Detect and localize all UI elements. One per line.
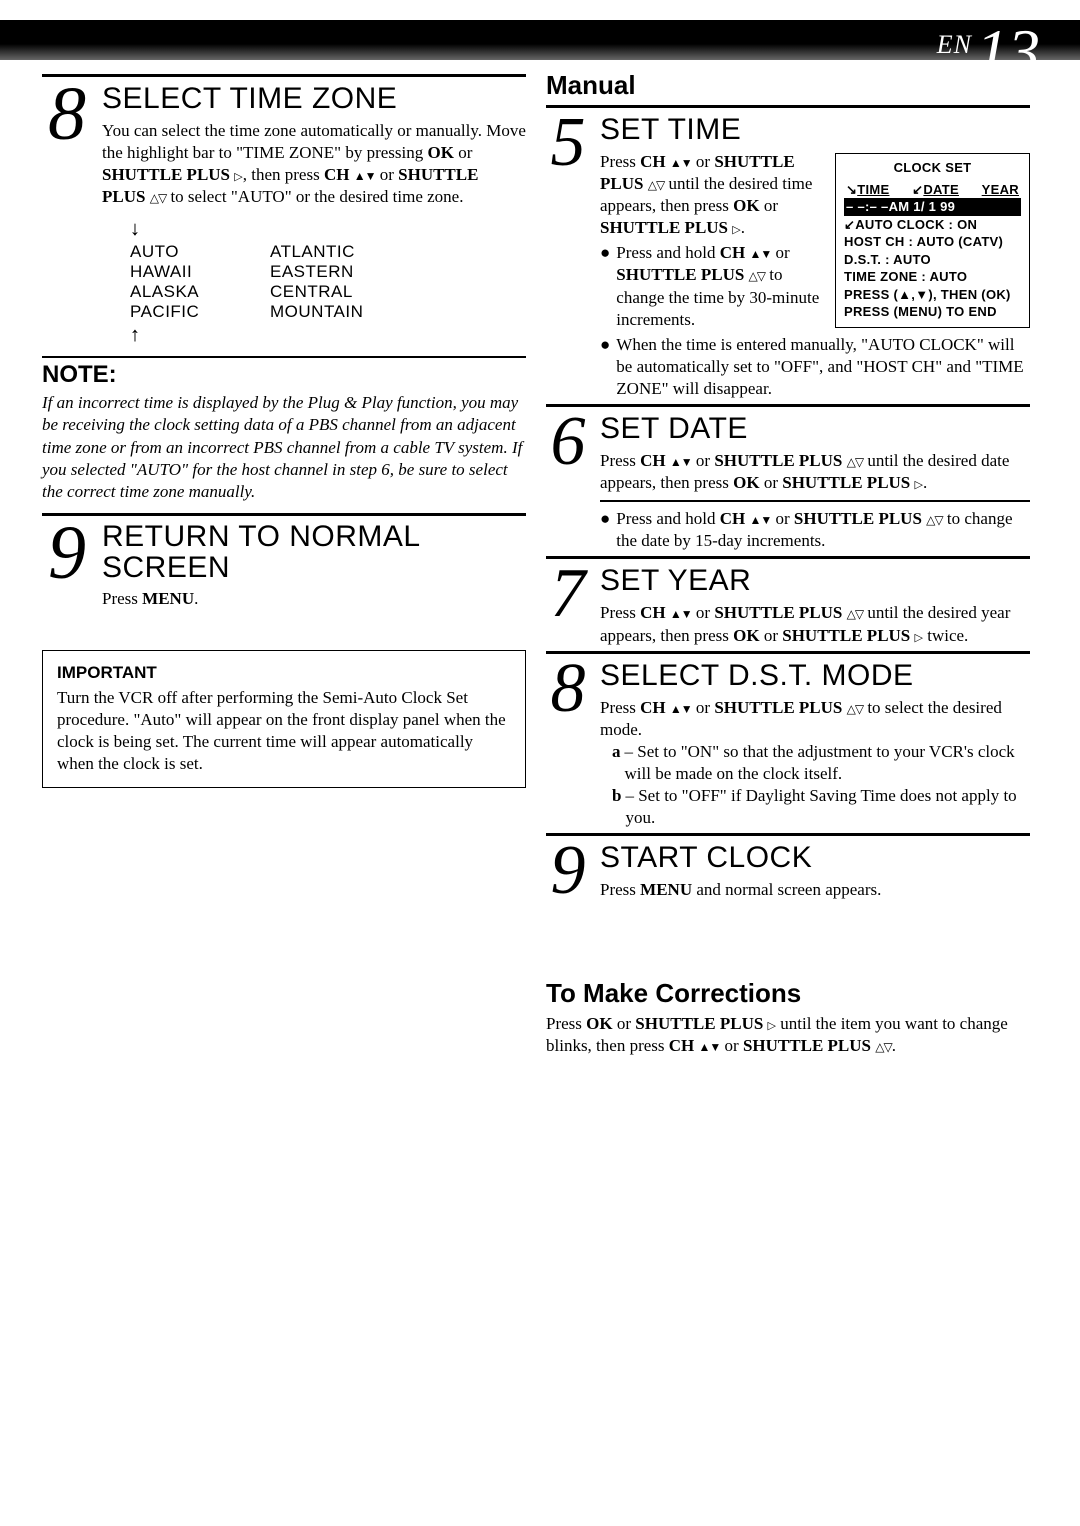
step6-bullet: ●Press and hold CH ▲▼ or SHUTTLE PLUS △▽… (600, 508, 1030, 552)
page-lang: EN (937, 30, 972, 59)
step-7: 7 SET YEAR Press CH ▲▼ or SHUTTLE PLUS △… (546, 562, 1030, 646)
step6-text: Press CH ▲▼ or SHUTTLE PLUS △▽ until the… (600, 450, 1030, 494)
heading-set-time: SET TIME (600, 113, 1030, 147)
step-8-right: 8 SELECT D.S.T. MODE Press CH ▲▼ or SHUT… (546, 657, 1030, 830)
step9-right-text: Press MENU and normal screen appears. (600, 879, 1030, 901)
step-number: 8 (546, 657, 590, 720)
step8-right-text: Press CH ▲▼ or SHUTTLE PLUS △▽ to select… (600, 697, 1030, 741)
step8-option-b: b– Set to "OFF" if Daylight Saving Time … (612, 785, 1030, 829)
heading-set-year: SET YEAR (600, 564, 1030, 598)
heading-return-screen: RETURN TO NORMAL SCREEN (102, 521, 526, 584)
step-number: 6 (546, 410, 590, 473)
important-heading: IMPORTANT (57, 663, 511, 683)
top-bar: EN 13 (0, 20, 1080, 60)
step-6: 6 SET DATE Press CH ▲▼ or SHUTTLE PLUS △… (546, 410, 1030, 552)
step8-left-text: You can select the time zone automatical… (102, 120, 526, 208)
note-text: If an incorrect time is displayed by the… (42, 392, 526, 502)
step7-text: Press CH ▲▼ or SHUTTLE PLUS △▽ until the… (600, 602, 1030, 646)
heading-dst-mode: SELECT D.S.T. MODE (600, 659, 1030, 693)
timezone-table: AUTOATLANTIC HAWAIIEASTERN ALASKACENTRAL… (130, 218, 526, 346)
step-5: 5 SET TIME CLOCK SET ↘TIME ↙DATE YEAR – … (546, 111, 1030, 400)
step8-option-a: a– Set to "ON" so that the adjustment to… (612, 741, 1030, 785)
step5-bullet-1: ●Press and hold CH ▲▼ or SHUTTLE PLUS △▽… (600, 242, 827, 330)
important-box: IMPORTANT Turn the VCR off after perform… (42, 650, 526, 788)
step-number: 8 (42, 80, 92, 148)
heading-set-date: SET DATE (600, 412, 1030, 446)
corrections-heading: To Make Corrections (546, 978, 1030, 1009)
step-number: 9 (42, 519, 92, 587)
step9-left-text: Press MENU. (102, 588, 526, 610)
step-9-left: 9 RETURN TO NORMAL SCREEN Press MENU. (42, 519, 526, 610)
right-column: Manual 5 SET TIME CLOCK SET ↘TIME ↙DATE … (546, 70, 1030, 1057)
step-8-left: 8 SELECT TIME ZONE You can select the ti… (42, 80, 526, 352)
step-number: 7 (546, 562, 590, 625)
step-number: 5 (546, 111, 590, 174)
important-text: Turn the VCR off after performing the Se… (57, 687, 511, 775)
note-heading: NOTE: (42, 361, 526, 389)
step5-bullet-2: ●When the time is entered manually, "AUT… (600, 334, 1030, 400)
clock-set-box: CLOCK SET ↘TIME ↙DATE YEAR – –:– –AM 1/ … (835, 153, 1030, 328)
corrections-text: Press OK or SHUTTLE PLUS ▷ until the ite… (546, 1013, 1030, 1057)
step-number: 9 (546, 839, 590, 902)
left-column: 8 SELECT TIME ZONE You can select the ti… (42, 70, 526, 1057)
heading-select-timezone: SELECT TIME ZONE (102, 82, 526, 116)
page-num-value: 13 (976, 16, 1040, 87)
step-9-right: 9 START CLOCK Press MENU and normal scre… (546, 839, 1030, 902)
heading-start-clock: START CLOCK (600, 841, 1030, 875)
page-number: EN 13 (937, 15, 1040, 89)
